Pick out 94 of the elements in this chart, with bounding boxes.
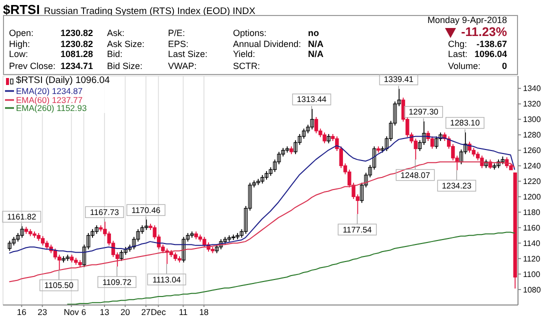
text: Options: [233, 28, 267, 39]
annotation: 1109.72 [102, 278, 132, 287]
x-tick-label: 27 [141, 307, 151, 318]
annotation: 1313.44 [296, 95, 327, 104]
candlestick [480, 155, 484, 169]
y-tick-label: 1140 [523, 238, 541, 248]
text: 1096.04 [474, 49, 507, 60]
text: Prev Close: [9, 60, 56, 72]
text: Annual Dividend: [233, 38, 302, 50]
candlestick [492, 162, 496, 170]
text: -11.23% [460, 25, 507, 40]
legend-label: $RTSI (Daily) 1096.04 [16, 75, 110, 86]
text: -138.67 [476, 38, 507, 50]
candlestick [302, 128, 306, 140]
x-tick-label: 23 [38, 307, 48, 318]
candlestick [264, 170, 268, 180]
text: Last: [448, 49, 468, 60]
candlestick [8, 240, 12, 252]
candlestick [430, 136, 434, 150]
x-tick-label: 18 [199, 307, 209, 318]
candlestick [53, 248, 58, 260]
annotation: 1177.54 [342, 225, 372, 234]
candlestick [120, 250, 124, 262]
text: Last Size: [168, 49, 208, 60]
chart-title: $RTSI [3, 2, 40, 17]
x-tick-label: 16 [16, 307, 27, 318]
y-tick-label: 1120 [523, 254, 541, 264]
candlestick [190, 231, 194, 238]
text: N/A [308, 38, 324, 50]
x-tick-label: 20 [120, 307, 130, 318]
candlestick [219, 238, 223, 250]
y-tick-label: 1280 [523, 130, 542, 140]
annotation: 1234.23 [442, 182, 472, 191]
text: 1230.82 [60, 28, 93, 39]
annotation: 1248.07 [400, 170, 430, 180]
text: no [308, 28, 319, 39]
x-tick-label: 13 [100, 307, 110, 318]
annotation: 1113.04 [152, 275, 182, 284]
text: SCTR: [233, 60, 260, 72]
legend-label: EMA(20) 1234.87 [16, 86, 83, 96]
legend-label: EMA(60) 1237.77 [16, 94, 83, 104]
y-tick-label: 1100 [523, 270, 541, 279]
candlestick [260, 174, 264, 184]
y-tick-label: 1220 [523, 177, 542, 186]
candlestick [202, 236, 206, 248]
y-tick-label: 1240 [523, 162, 542, 171]
candlestick [182, 236, 186, 263]
text: P/E: [168, 28, 186, 39]
candlestick [434, 136, 438, 150]
text: Monday 9-Apr-2018 [427, 15, 507, 26]
x-tick-label: Dec [150, 307, 167, 318]
annotation: 1167.73 [90, 208, 120, 217]
candlestick [326, 134, 331, 144]
text: Bid Size: [107, 60, 143, 72]
candlestick [314, 116, 318, 134]
text: 1234.71 [60, 60, 93, 72]
x-tick-label: 11 [178, 307, 188, 318]
y-tick-label: 1080 [523, 285, 542, 294]
y-tick-label: 1160 [523, 223, 541, 232]
text: VWAP: [168, 60, 197, 72]
text: 1081.28 [60, 49, 93, 60]
y-tick-label: 1300 [523, 115, 542, 124]
text: Volume: [448, 60, 481, 72]
text: EPS: [168, 38, 189, 50]
text: Open: [9, 28, 34, 39]
annotation: 1339.41 [384, 75, 414, 84]
y-tick-label: 1340 [523, 84, 542, 94]
text: Low: [9, 49, 28, 60]
annotation: 1297.30 [408, 108, 439, 117]
x-tick-label: Nov [64, 307, 80, 318]
annotation: 1170.46 [131, 206, 161, 215]
annotation: 1161.82 [7, 212, 37, 222]
text: Chg: [448, 38, 468, 50]
legend-label: EMA(260) 1152.93 [16, 103, 87, 113]
text: 1230.82 [60, 38, 93, 50]
candlestick [414, 138, 418, 160]
y-tick-label: 1320 [523, 100, 542, 109]
text: Yield: [233, 49, 256, 60]
annotation: 1105.50 [44, 281, 74, 290]
y-tick-label: 1200 [523, 192, 542, 202]
y-tick-label: 1260 [523, 146, 542, 156]
chart-subtitle: Russian Trading System (RTS) Index (EOD) INDX [44, 6, 256, 17]
y-tick-label: 1180 [523, 208, 541, 217]
text: 0 [502, 60, 507, 72]
text: Bid: [107, 49, 123, 60]
text: N/A [308, 49, 324, 60]
x-tick-label: 6 [81, 307, 86, 318]
candlestick [40, 236, 45, 246]
text: Ask Size: [107, 38, 145, 50]
candlestick [322, 132, 326, 144]
text: Ask: [107, 28, 125, 39]
candlestick [94, 224, 98, 234]
annotation: 1283.10 [450, 118, 480, 128]
text: High: [9, 38, 30, 50]
